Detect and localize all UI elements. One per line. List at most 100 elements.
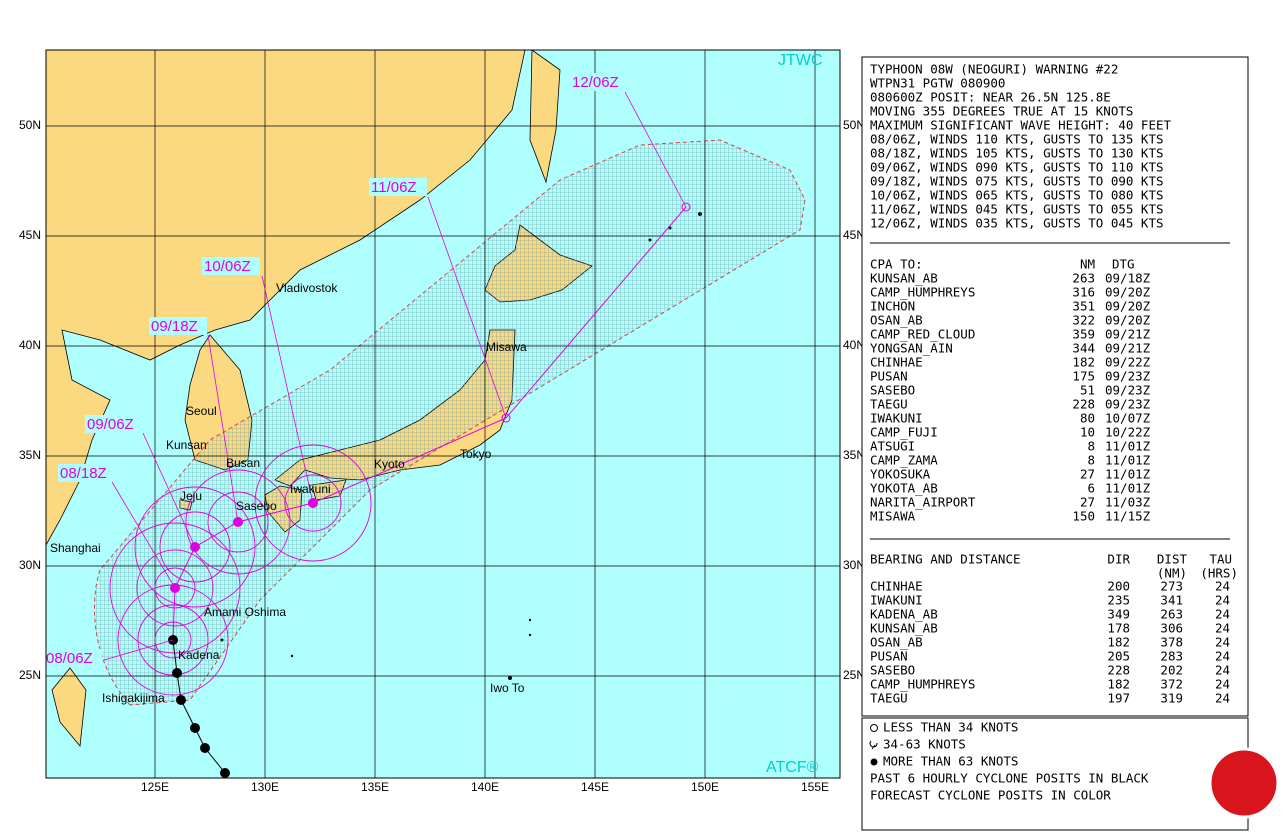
bearing-tau: 24 <box>1215 593 1230 608</box>
bearing-dist: 273 <box>1160 579 1183 594</box>
place-label: Shanghai <box>50 541 101 555</box>
bearing-header: TAU <box>1209 552 1232 567</box>
legend-panel <box>861 717 1249 831</box>
warning-line: 08/06Z, WINDS 110 KTS, GUSTS TO 135 KTS <box>870 132 1164 147</box>
place-label: Ishigakijima <box>102 691 165 705</box>
bearing-name: CHINHAE <box>870 579 923 594</box>
cpa-header: DTG <box>1112 257 1135 272</box>
bearing-name: SASEBO <box>870 663 915 678</box>
past-points <box>168 635 230 778</box>
cpa-dtg: 09/22Z <box>1105 355 1151 370</box>
warning-line: 10/06Z, WINDS 065 KTS, GUSTS TO 080 KTS <box>870 188 1164 203</box>
cpa-name: OSAN_AB <box>870 313 923 328</box>
lat-label: 40N <box>19 338 41 352</box>
bearing-name: KUNSAN_AB <box>870 621 938 636</box>
bearing-name: CAMP_HUMPHREYS <box>870 677 975 692</box>
place-label: Seoul <box>186 404 217 418</box>
place-label: Iwakuni <box>290 482 331 496</box>
lon-label: 130E <box>251 780 279 794</box>
place-label: Kadena <box>178 648 220 662</box>
cpa-name: ATSUGI <box>870 439 915 454</box>
cpa-dtg: 09/23Z <box>1105 369 1151 384</box>
cpa-nm: 322 <box>1072 313 1095 328</box>
bearing-tau: 24 <box>1215 663 1230 678</box>
cpa-dtg: 11/15Z <box>1105 509 1151 524</box>
bearing-subheader: (NM) <box>1157 566 1187 581</box>
bearing-name: OSAN_AB <box>870 635 923 650</box>
bearing-dist: 283 <box>1160 649 1183 664</box>
cpa-name: IWAKUNI <box>870 411 923 426</box>
cpa-name: YOKOTA_AB <box>870 481 938 496</box>
warning-line: 08/18Z, WINDS 105 KTS, GUSTS TO 130 KTS <box>870 146 1164 161</box>
cpa-name: INCHON <box>870 299 915 314</box>
cpa-nm: 344 <box>1072 341 1095 356</box>
bearing-tau: 24 <box>1215 691 1230 706</box>
cpa-name: CAMP_ZAMA <box>870 453 938 468</box>
bearing-dir: 349 <box>1107 607 1130 622</box>
cpa-dtg: 11/01Z <box>1105 467 1151 482</box>
cpa-name: PUSAN <box>870 369 908 384</box>
track-label: 12/06Z <box>572 74 619 91</box>
jtwc-logo <box>1208 747 1280 819</box>
cpa-dtg: 09/21Z <box>1105 341 1151 356</box>
warning-line: 080600Z POSIT: NEAR 26.5N 125.8E <box>870 90 1111 105</box>
place-label: Sasebo <box>236 499 277 513</box>
bearing-dist: 263 <box>1160 607 1183 622</box>
bearing-name: IWAKUNI <box>870 593 923 608</box>
cpa-nm: 80 <box>1080 411 1095 426</box>
bearing-dist: 378 <box>1160 635 1183 650</box>
cpa-nm: 351 <box>1072 299 1095 314</box>
cpa-nm: 150 <box>1072 509 1095 524</box>
place-label: Kunsan <box>166 438 207 452</box>
bearing-tau: 24 <box>1215 677 1230 692</box>
cpa-nm: 182 <box>1072 355 1095 370</box>
place-label: Misawa <box>486 340 527 354</box>
lon-label: 150E <box>691 780 719 794</box>
cpa-name: NARITA_AIRPORT <box>870 495 976 510</box>
lat-label: 40N <box>843 338 865 352</box>
lat-label: 30N <box>19 558 41 572</box>
place-label: Amami Oshima <box>204 605 286 619</box>
legend-line: LESS THAN 34 KNOTS <box>883 720 1018 735</box>
cpa-nm: 175 <box>1072 369 1095 384</box>
bearing-tau: 24 <box>1215 635 1230 650</box>
lat-label: 35N <box>19 448 41 462</box>
bearing-dir: 197 <box>1107 691 1130 706</box>
place-label: Busan <box>226 456 260 470</box>
bearing-dist: 202 <box>1160 663 1183 678</box>
warning-line: 09/18Z, WINDS 075 KTS, GUSTS TO 090 KTS <box>870 174 1164 189</box>
legend-text: LESS THAN 34 KNOTS 34-63 KNOTS MORE THAN 6… <box>870 720 1149 803</box>
graticule <box>46 50 840 778</box>
lat-label: 25N <box>843 668 865 682</box>
cpa-name: CAMP_HUMPHREYS <box>870 285 975 300</box>
cpa-nm: 10 <box>1080 425 1095 440</box>
bearing-header: DIR <box>1107 552 1130 567</box>
map-source: JTWC <box>778 52 822 69</box>
lat-label: 25N <box>19 668 41 682</box>
cpa-dtg: 09/20Z <box>1105 285 1151 300</box>
track-label: 08/18Z <box>60 465 107 482</box>
place-label: Tokyo <box>460 447 492 461</box>
bearing-tau: 24 <box>1215 649 1230 664</box>
cpa-dtg: 09/21Z <box>1105 327 1151 342</box>
bearing-dir: 235 <box>1107 593 1130 608</box>
map: 12/06Z 11/06Z 10/06Z 09/18Z 09/06Z 08/18… <box>46 50 840 778</box>
cpa-dtg: 09/23Z <box>1105 383 1151 398</box>
track-label: 09/06Z <box>87 416 134 433</box>
track-label: 09/18Z <box>151 318 198 335</box>
warning-line: MOVING 355 DEGREES TRUE AT 15 KNOTS <box>870 104 1133 119</box>
warning-line: 11/06Z, WINDS 045 KTS, GUSTS TO 055 KTS <box>870 202 1164 217</box>
cpa-name: YONGSAN_AIN <box>870 341 953 356</box>
lat-label: 50N <box>843 118 865 132</box>
lat-label: 45N <box>19 228 41 242</box>
warning-line: 09/06Z, WINDS 090 KTS, GUSTS TO 110 KTS <box>870 160 1164 175</box>
cpa-name: TAEGU <box>870 397 908 412</box>
lat-label: 45N <box>843 228 865 242</box>
track-label: 08/06Z <box>46 650 93 667</box>
cpa-dtg: 09/18Z <box>1105 271 1151 286</box>
label-leaders <box>103 91 687 661</box>
bearing-name: KADENA_AB <box>870 607 938 622</box>
lon-label: 155E <box>801 780 829 794</box>
cpa-name: SASEBO <box>870 383 915 398</box>
cpa-nm: 8 <box>1087 439 1095 454</box>
